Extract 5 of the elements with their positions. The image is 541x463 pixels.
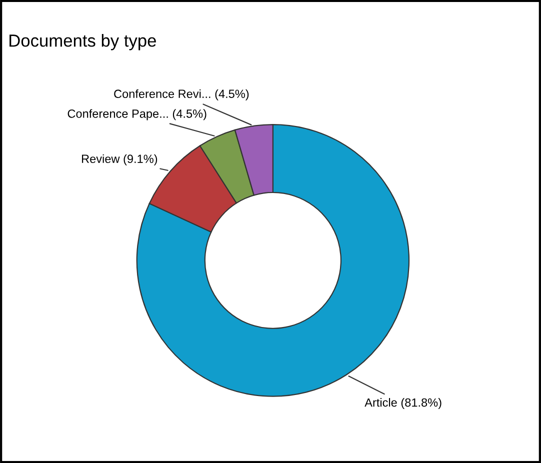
slice-label: Conference Revi... (4.5%)	[114, 89, 249, 100]
slice-label: Review (9.1%)	[82, 154, 158, 166]
slice-label: Conference Pape... (4.5%)	[68, 109, 206, 120]
slice-label: Article (81.8%)	[364, 398, 442, 410]
chart-title: Documents by type	[10, 34, 156, 50]
